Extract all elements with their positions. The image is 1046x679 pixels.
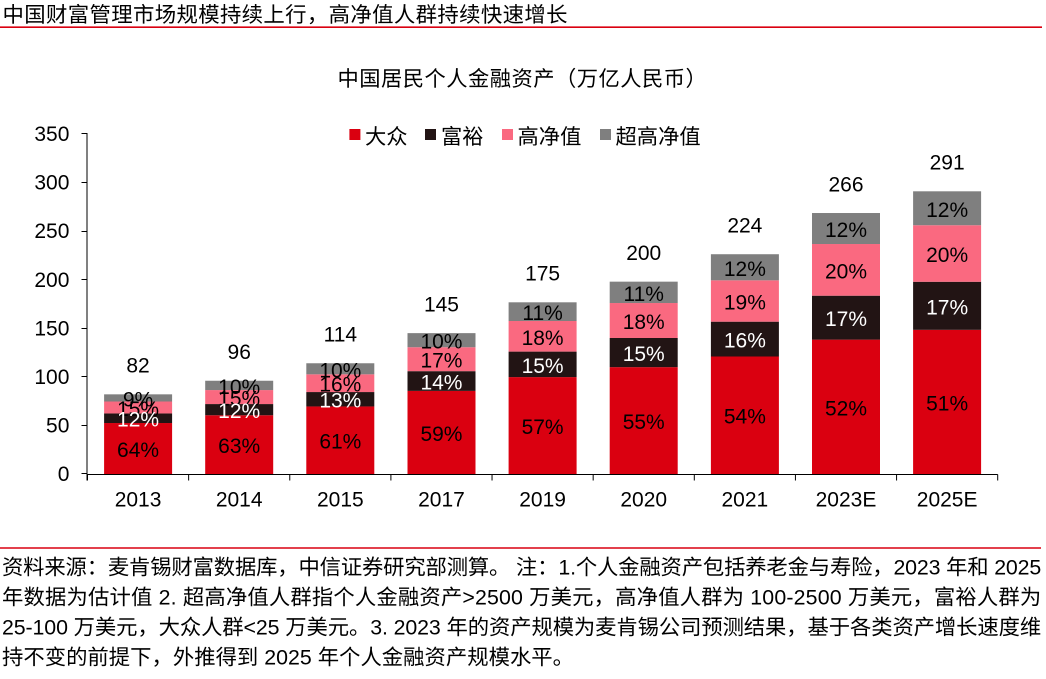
svg-text:25-100 万美元，大众人群<25 万美元。3. 2023: 25-100 万美元，大众人群<25 万美元。3. 2023 年的资产规模为麦肯…	[2, 615, 1041, 639]
svg-text:100: 100	[34, 366, 69, 389]
svg-text:2021: 2021	[722, 489, 769, 512]
svg-text:年数据为估计值 2. 超高净值人群指个人金融资产>2500: 年数据为估计值 2. 超高净值人群指个人金融资产>2500 万美元，高净值人群为…	[2, 585, 1041, 609]
svg-text:52%: 52%	[825, 397, 867, 420]
svg-text:12%: 12%	[117, 409, 159, 432]
svg-text:200: 200	[626, 242, 661, 265]
svg-text:18%: 18%	[623, 311, 665, 334]
svg-text:82: 82	[126, 355, 149, 378]
svg-text:15%: 15%	[117, 398, 159, 421]
svg-text:15%: 15%	[218, 388, 260, 411]
svg-text:中国财富管理市场规模持续上行，高净值人群持续快速增长: 中国财富管理市场规模持续上行，高净值人群持续快速增长	[3, 3, 568, 27]
svg-text:51%: 51%	[926, 392, 968, 415]
svg-text:高净值: 高净值	[518, 125, 582, 149]
svg-text:57%: 57%	[522, 416, 564, 439]
svg-text:200: 200	[34, 269, 69, 292]
svg-text:13%: 13%	[319, 390, 361, 413]
svg-text:16%: 16%	[724, 330, 766, 353]
svg-text:17%: 17%	[825, 308, 867, 331]
svg-text:0: 0	[58, 463, 70, 486]
svg-text:145: 145	[424, 293, 459, 316]
svg-text:266: 266	[828, 173, 863, 196]
svg-text:15%: 15%	[522, 355, 564, 378]
svg-text:61%: 61%	[319, 431, 361, 454]
svg-text:20%: 20%	[825, 260, 867, 283]
svg-text:19%: 19%	[724, 292, 766, 315]
svg-text:59%: 59%	[420, 423, 462, 446]
svg-text:150: 150	[34, 317, 69, 340]
svg-text:10%: 10%	[319, 359, 361, 382]
svg-text:10%: 10%	[218, 376, 260, 399]
svg-text:持不变的前提下，外推得到 2025 年个人金融资产规模水平。: 持不变的前提下，外推得到 2025 年个人金融资产规模水平。	[2, 645, 574, 669]
svg-text:54%: 54%	[724, 406, 766, 429]
svg-text:2014: 2014	[216, 489, 263, 512]
svg-text:2013: 2013	[115, 489, 162, 512]
svg-text:9%: 9%	[123, 388, 153, 411]
svg-text:12%: 12%	[218, 400, 260, 423]
svg-text:350: 350	[34, 123, 69, 146]
svg-text:55%: 55%	[623, 411, 665, 434]
svg-text:114: 114	[324, 324, 358, 347]
svg-text:12%: 12%	[724, 258, 766, 281]
svg-text:224: 224	[727, 215, 762, 238]
svg-text:11%: 11%	[623, 283, 663, 306]
svg-text:超高净值: 超高净值	[616, 125, 701, 149]
svg-text:2020: 2020	[620, 489, 667, 512]
svg-text:64%: 64%	[117, 439, 159, 462]
svg-text:12%: 12%	[926, 199, 968, 222]
svg-text:2015: 2015	[317, 489, 364, 512]
svg-text:10%: 10%	[420, 331, 462, 354]
svg-text:18%: 18%	[522, 327, 564, 350]
svg-text:富裕: 富裕	[441, 125, 484, 149]
svg-text:15%: 15%	[623, 343, 665, 366]
svg-text:175: 175	[525, 263, 560, 286]
svg-text:大众: 大众	[365, 125, 408, 149]
svg-text:2017: 2017	[418, 489, 465, 512]
svg-text:11%: 11%	[522, 302, 562, 325]
svg-text:2019: 2019	[519, 489, 566, 512]
svg-text:96: 96	[228, 341, 251, 364]
svg-text:20%: 20%	[926, 244, 968, 267]
svg-text:291: 291	[930, 152, 965, 175]
svg-text:17%: 17%	[926, 296, 968, 319]
svg-text:中国居民个人金融资产（万亿人民币）: 中国居民个人金融资产（万亿人民币）	[338, 67, 707, 91]
svg-text:资料来源：麦肯锡财富数据库，中信证券研究部测算。 注：1.个: 资料来源：麦肯锡财富数据库，中信证券研究部测算。 注：1.个人金融资产包括养老金…	[2, 555, 1041, 579]
svg-text:14%: 14%	[420, 372, 462, 395]
svg-text:12%: 12%	[825, 219, 867, 242]
svg-text:300: 300	[34, 172, 69, 195]
svg-text:63%: 63%	[218, 435, 260, 458]
svg-text:16%: 16%	[319, 374, 361, 397]
svg-text:50: 50	[46, 415, 69, 438]
svg-text:2025E: 2025E	[917, 489, 978, 512]
svg-text:17%: 17%	[420, 350, 462, 373]
svg-text:2023E: 2023E	[816, 489, 877, 512]
svg-text:250: 250	[34, 220, 69, 243]
